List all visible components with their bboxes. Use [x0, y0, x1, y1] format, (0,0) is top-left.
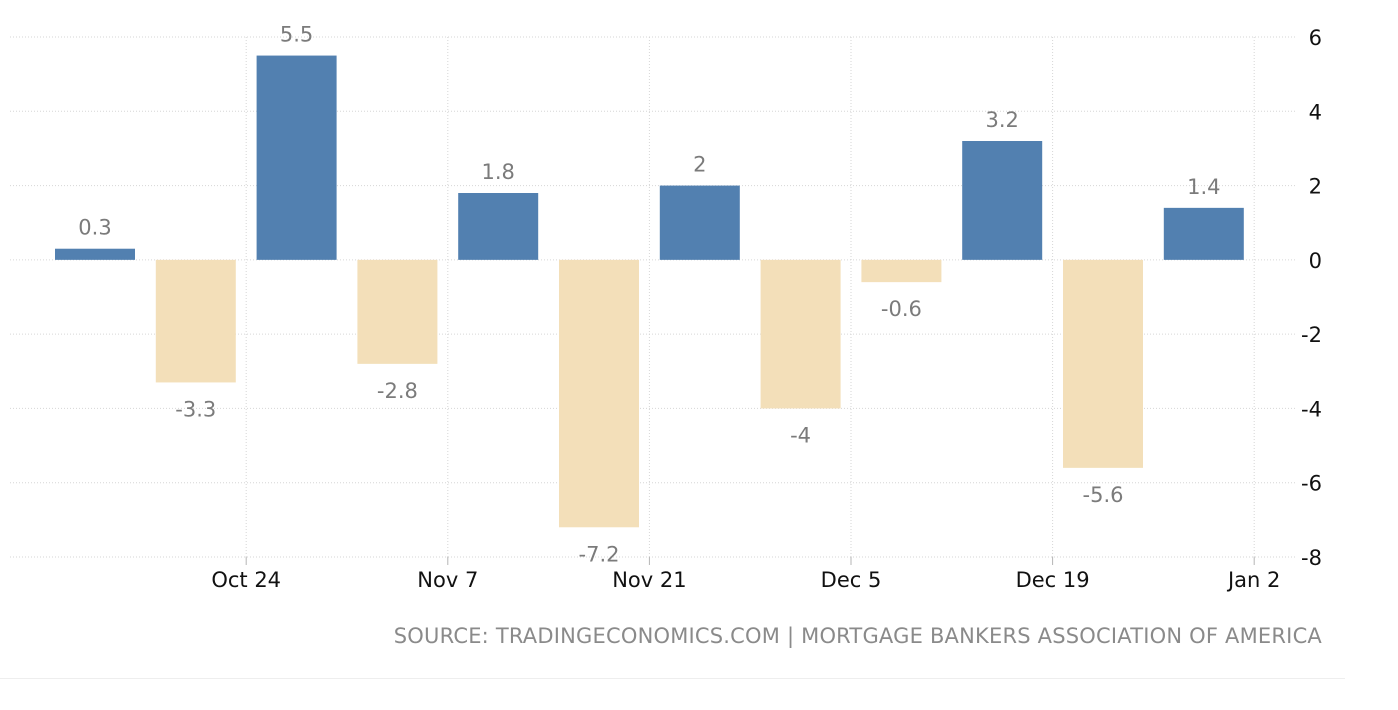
bar-data-label: -7.2 — [579, 542, 620, 566]
footer-divider — [0, 678, 1345, 679]
bar-data-label: 1.4 — [1187, 175, 1220, 199]
bar — [256, 55, 337, 260]
x-tick-label: Jan 2 — [1226, 568, 1280, 592]
bar — [155, 259, 236, 383]
bar — [559, 259, 639, 528]
x-tick-label: Oct 24 — [211, 568, 281, 592]
bar-data-label: 5.5 — [280, 23, 313, 47]
chart-bars — [55, 55, 1244, 528]
bar-data-label: 0.3 — [78, 216, 111, 240]
y-tick-label: 4 — [1309, 100, 1322, 124]
y-tick-label: -6 — [1301, 472, 1322, 496]
y-tick-label: 0 — [1309, 249, 1322, 273]
bar — [962, 141, 1043, 260]
bar — [55, 248, 135, 260]
x-tick-label: Dec 19 — [1016, 568, 1090, 592]
y-tick-label: -4 — [1301, 397, 1322, 421]
bar-data-label: -2.8 — [377, 379, 418, 403]
x-tick-label: Nov 21 — [612, 568, 686, 592]
bar — [1063, 259, 1143, 468]
bar-data-label: -4 — [790, 423, 811, 447]
y-tick-label: -8 — [1301, 546, 1322, 570]
bar — [458, 193, 539, 260]
bar — [861, 259, 942, 283]
bar-data-label: 2 — [693, 153, 706, 177]
x-tick-label: Nov 7 — [417, 568, 478, 592]
y-tick-label: -2 — [1301, 323, 1322, 347]
bar-data-label: -5.6 — [1083, 483, 1124, 507]
y-axis: 6 4 2 0 -2 -4 -6 -8 — [1301, 26, 1322, 570]
x-tick-label: Dec 5 — [821, 568, 882, 592]
bar-data-label: -3.3 — [175, 397, 216, 421]
bar — [1163, 207, 1244, 260]
bar — [357, 259, 438, 364]
bar-data-label: 3.2 — [985, 108, 1018, 132]
bar-chart: 0.3 -3.3 5.5 -2.8 1.8 -7.2 2 -4 -0.6 3.2 -5.6 1.4 6… — [10, 23, 1322, 592]
chart-data-labels: 0.3 -3.3 5.5 -2.8 1.8 -7.2 2 -4 -0.6 3.2 -5.6 1.4 — [78, 23, 1220, 567]
chart-grid — [10, 36, 1295, 558]
bar — [760, 259, 841, 409]
bar — [659, 185, 740, 260]
source-note: SOURCE: TRADINGECONOMICS.COM | MORTGAGE … — [393, 624, 1322, 648]
bar-data-label: -0.6 — [881, 297, 922, 321]
x-axis: Oct 24 Nov 7 Nov 21 Dec 5 Dec 19 Jan 2 — [211, 557, 1280, 592]
y-tick-label: 2 — [1309, 175, 1322, 199]
y-tick-label: 6 — [1309, 26, 1322, 50]
bar-data-label: 1.8 — [481, 160, 514, 184]
